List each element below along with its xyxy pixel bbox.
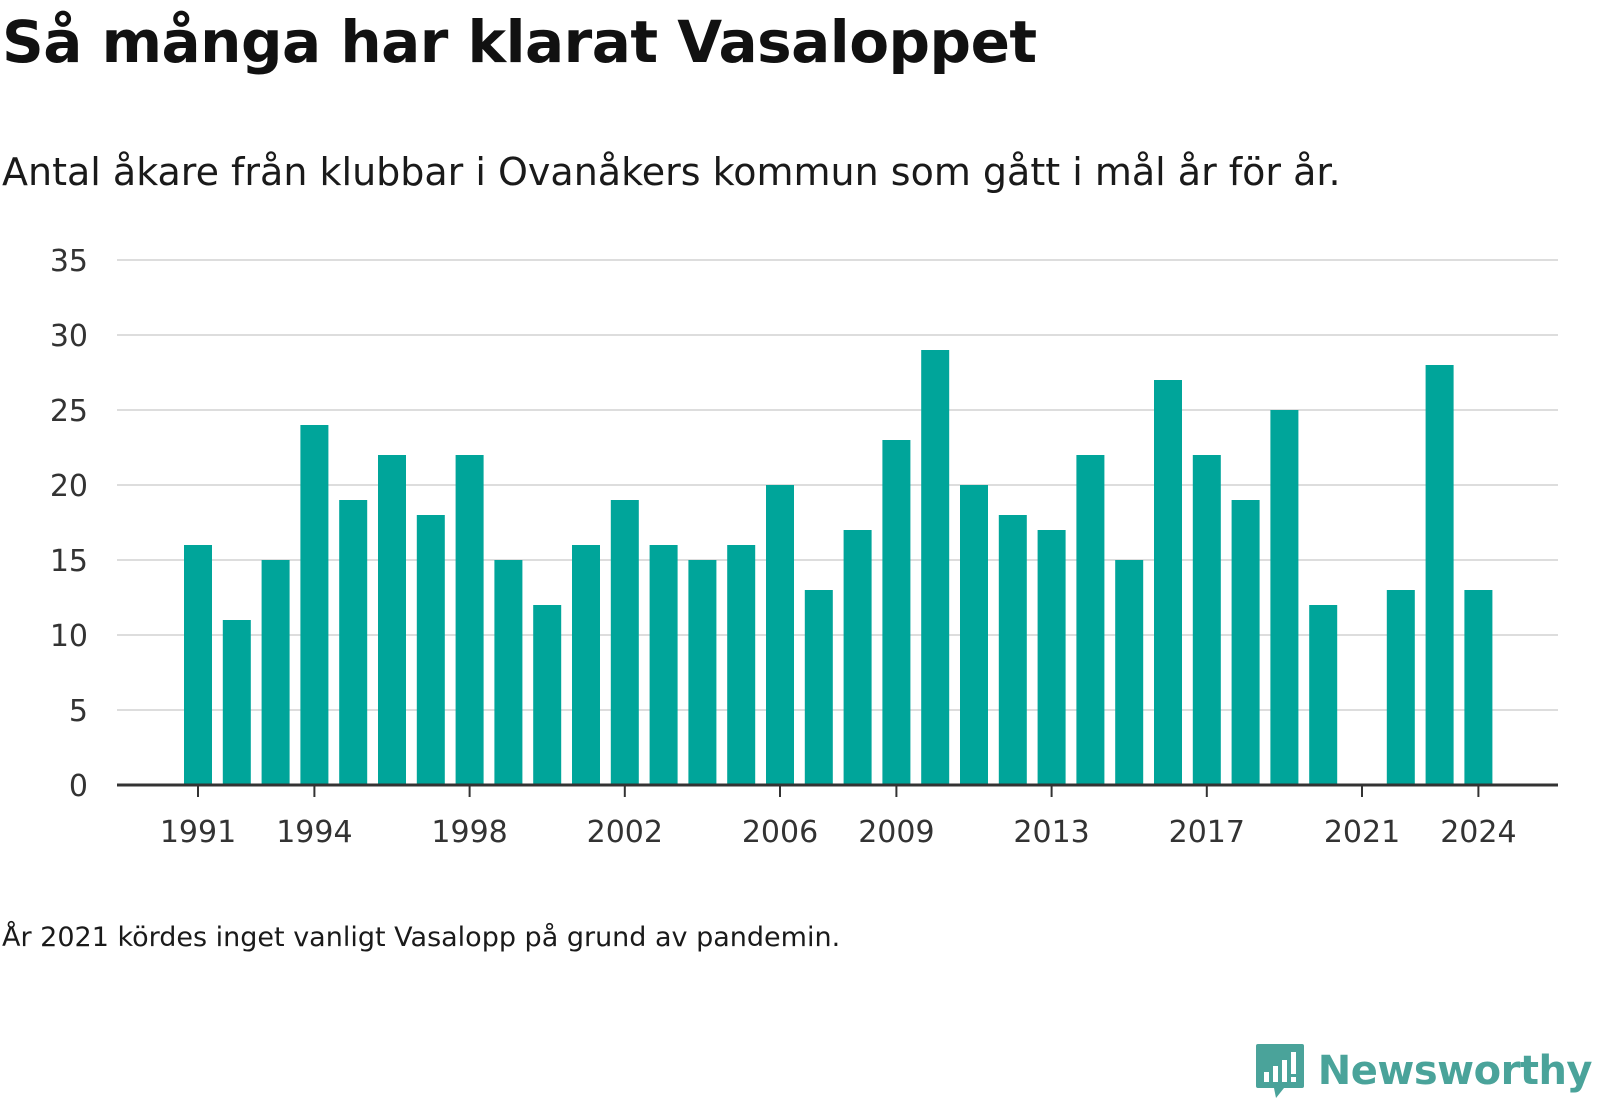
y-tick-label: 30 bbox=[50, 319, 88, 354]
bar-2023 bbox=[1425, 365, 1454, 785]
bar-1997 bbox=[416, 515, 445, 785]
bar-2011 bbox=[960, 485, 988, 785]
newsworthy-logo-icon bbox=[1255, 1044, 1304, 1098]
y-tick-label: 10 bbox=[50, 619, 88, 654]
chart-subtitle: Antal åkare från klubbar i Ovanåkers kom… bbox=[2, 150, 1341, 194]
x-tick-label: 2009 bbox=[858, 815, 934, 850]
bar-2012 bbox=[998, 515, 1027, 785]
bar-2010 bbox=[921, 350, 950, 785]
x-axis bbox=[117, 783, 1558, 797]
chart-title: Så många har klarat Vasaloppet bbox=[2, 8, 1037, 76]
bar-2015 bbox=[1115, 560, 1144, 785]
x-tick-label: 2013 bbox=[1013, 815, 1089, 850]
x-tick-label: 2021 bbox=[1324, 815, 1400, 850]
brand-logo: Newsworthy bbox=[1254, 1040, 1593, 1102]
bar-1991 bbox=[184, 545, 212, 785]
y-tick-label: 35 bbox=[50, 244, 88, 279]
bar-2009 bbox=[882, 440, 911, 785]
bar-2017 bbox=[1192, 455, 1221, 785]
bar-1993 bbox=[261, 560, 290, 785]
y-tick-label: 5 bbox=[69, 694, 88, 729]
x-tick-label: 2002 bbox=[587, 815, 663, 850]
bar-2013 bbox=[1037, 530, 1066, 785]
x-tick-label: 1998 bbox=[431, 815, 507, 850]
x-axis-labels: 1991 1994 1998 2002 2006 2009 2013 2017 2021 2024 bbox=[160, 815, 1517, 850]
bar-2024 bbox=[1464, 590, 1493, 785]
bar-1996 bbox=[378, 455, 406, 785]
x-tick-label: 2024 bbox=[1440, 815, 1516, 850]
bar-2006 bbox=[766, 485, 794, 785]
bar-1999 bbox=[494, 560, 523, 785]
grid-lines bbox=[117, 259, 1558, 711]
bar-1992 bbox=[222, 620, 251, 785]
y-tick-label: 0 bbox=[69, 769, 88, 804]
y-axis-labels: 0 5 10 15 20 25 30 35 bbox=[50, 244, 88, 804]
bar-chart: 0 5 10 15 20 25 30 35 1991 1994 1998 2002 2006 2009 2… bbox=[50, 244, 1558, 850]
y-tick-label: 25 bbox=[50, 394, 88, 429]
x-tick-label: 2017 bbox=[1169, 815, 1245, 850]
x-tick-label: 1991 bbox=[160, 815, 236, 850]
bar-2001 bbox=[572, 545, 600, 785]
bar-1995 bbox=[339, 500, 368, 785]
x-tick-label: 2006 bbox=[742, 815, 818, 850]
bar-2008 bbox=[843, 530, 872, 785]
bar-2002 bbox=[610, 500, 639, 785]
bar-1994 bbox=[300, 425, 329, 785]
brand-name: Newsworthy bbox=[1317, 1048, 1593, 1094]
bar-2004 bbox=[688, 560, 717, 785]
bar-2018 bbox=[1231, 500, 1260, 785]
y-tick-label: 20 bbox=[50, 469, 88, 504]
bar-2022 bbox=[1386, 590, 1415, 785]
bar-2014 bbox=[1076, 455, 1105, 785]
bar-2019 bbox=[1270, 410, 1299, 785]
bar-2003 bbox=[649, 545, 678, 785]
bar-2007 bbox=[804, 590, 833, 785]
y-tick-label: 15 bbox=[50, 544, 88, 579]
bar-2000 bbox=[533, 605, 562, 785]
bar-2016 bbox=[1154, 380, 1182, 785]
bar-2005 bbox=[727, 545, 756, 785]
footnote: År 2021 kördes inget vanligt Vasalopp på… bbox=[2, 922, 841, 953]
bars bbox=[184, 350, 1493, 785]
x-tick-label: 1994 bbox=[276, 815, 352, 850]
bar-1998 bbox=[455, 455, 484, 785]
bar-2020 bbox=[1309, 605, 1338, 785]
